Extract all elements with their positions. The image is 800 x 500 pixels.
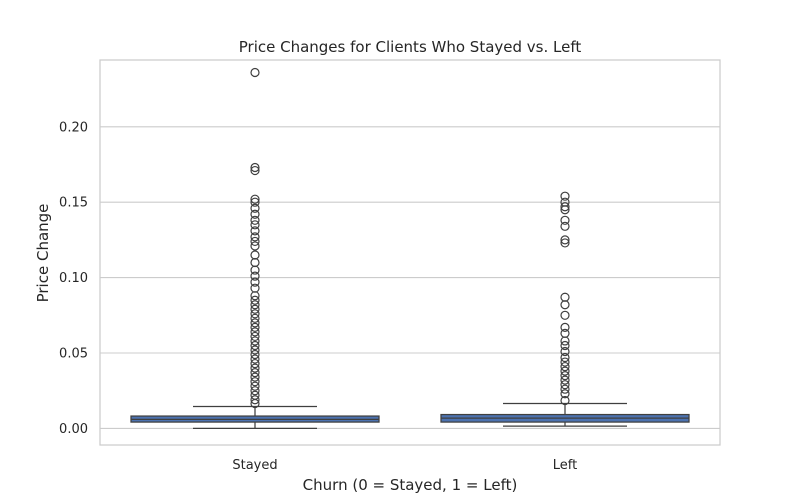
outlier-point [250, 331, 260, 342]
outlier-point [560, 346, 570, 357]
outlier-point [560, 191, 570, 201]
outlier-point [250, 203, 260, 213]
outlier-point [560, 336, 570, 346]
outlier-point [560, 366, 570, 376]
outlier-point [560, 340, 570, 351]
box-group-left [440, 191, 690, 427]
outlier-point [250, 354, 260, 364]
outlier-point [250, 67, 260, 78]
outlier-point [560, 310, 570, 320]
outlier-point [560, 300, 570, 310]
outlier-point [250, 372, 260, 382]
tick-layer: 0.00 0.05 0.10 0.15 0.20 Stayed Left [59, 120, 577, 473]
outlier-point [250, 398, 260, 409]
y-axis-label: Price Change [34, 204, 52, 303]
outlier-point [250, 327, 260, 337]
outlier-point [250, 304, 260, 314]
y-tick-label: 0.00 [59, 422, 88, 437]
outlier-point [560, 352, 570, 363]
outlier-point [250, 313, 260, 323]
outlier-point [560, 235, 570, 245]
outlier-point [250, 232, 260, 242]
outlier-point [250, 295, 260, 305]
x-axis-label: Churn (0 = Stayed, 1 = Left) [303, 476, 518, 494]
outlier-point [250, 241, 260, 251]
outlier-point [250, 349, 260, 360]
outlier-point [250, 209, 260, 219]
box-group-stayed [130, 67, 380, 430]
y-tick-label: 0.15 [59, 196, 88, 211]
outlier-point [560, 384, 570, 394]
outlier-point [560, 375, 570, 385]
outlier-point [250, 377, 260, 387]
outlier-point [560, 202, 570, 212]
outlier-point [560, 389, 570, 399]
y-tick-label: 0.05 [59, 347, 88, 362]
outlier-point [250, 165, 260, 176]
x-tick-label: Stayed [232, 458, 277, 473]
outlier-point [250, 340, 260, 351]
outlier-point [250, 386, 260, 396]
outlier-point [560, 361, 570, 372]
outlier-point [560, 205, 570, 215]
outlier-point [560, 395, 570, 406]
outlier-point [560, 371, 570, 381]
outlier-point [560, 357, 570, 367]
outlier-point [250, 271, 260, 281]
outlier-point [560, 215, 570, 225]
outlier-point [560, 322, 570, 332]
outlier-point [250, 277, 260, 287]
outlier-point [250, 358, 260, 369]
outlier-point [250, 336, 260, 346]
y-tick-label: 0.20 [59, 120, 88, 135]
x-tick-label: Left [553, 458, 577, 473]
y-tick-label: 0.10 [59, 271, 88, 286]
plot-area [99, 59, 721, 446]
outlier-point [250, 197, 260, 207]
outlier-point [560, 238, 570, 248]
chart-title: Price Changes for Clients Who Stayed vs.… [239, 38, 582, 56]
outlier-point [250, 300, 260, 310]
outlier-point [250, 215, 260, 225]
box-layer [130, 67, 690, 430]
outlier-point [250, 368, 260, 378]
outlier-point [250, 363, 260, 373]
outlier-point [250, 220, 260, 230]
outlier-point [560, 221, 570, 231]
outlier-point [250, 291, 260, 301]
outlier-point [560, 380, 570, 390]
outlier-point [250, 226, 260, 236]
outlier-point [250, 309, 260, 319]
outlier-point [250, 162, 260, 173]
outlier-point [250, 395, 260, 405]
outlier-point [250, 265, 260, 275]
outlier-point [250, 345, 260, 355]
grid-layer [100, 126, 720, 429]
outlier-point [250, 194, 260, 204]
outlier-point [250, 318, 260, 328]
outlier-point [250, 381, 260, 391]
outlier-point [250, 322, 260, 332]
outlier-point [250, 236, 260, 247]
